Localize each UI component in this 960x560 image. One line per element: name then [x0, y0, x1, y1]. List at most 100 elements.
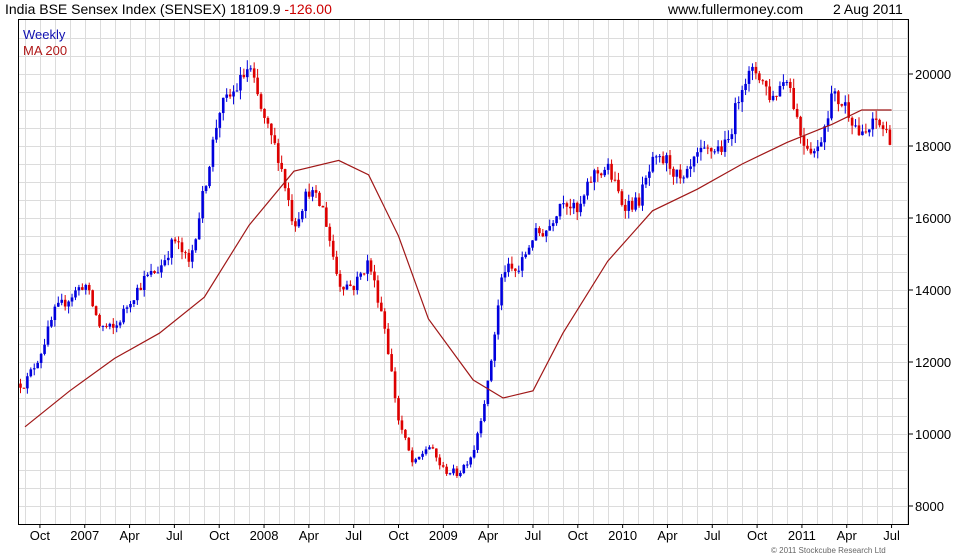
up-bar: [689, 166, 692, 169]
down-bar: [850, 117, 854, 126]
down-bar: [541, 233, 545, 237]
x-tick-label: 2007: [70, 528, 99, 543]
down-bar: [173, 239, 177, 242]
up-bar: [132, 300, 136, 304]
down-bar: [624, 204, 627, 211]
up-bar: [493, 334, 497, 361]
change-value: -126.00: [284, 1, 332, 17]
down-bar: [754, 66, 758, 74]
up-bar: [586, 181, 589, 196]
up-bar: [249, 68, 253, 70]
down-bar: [637, 197, 641, 206]
up-bar: [665, 155, 668, 164]
up-bar: [160, 265, 163, 273]
y-tick-label: 18000: [915, 139, 951, 154]
x-tick-label: 2011: [788, 528, 816, 543]
down-bar: [290, 199, 294, 222]
up-bar: [232, 91, 235, 97]
up-bar: [476, 433, 479, 450]
up-bar: [716, 146, 720, 152]
down-bar: [338, 273, 342, 287]
source-site: www.fullermoney.com: [668, 1, 804, 17]
up-bar: [462, 465, 466, 473]
y-tick-label: 16000: [915, 211, 951, 226]
up-bar: [503, 272, 507, 278]
up-bar: [211, 139, 215, 167]
down-bar: [888, 129, 892, 145]
down-bar: [98, 314, 101, 327]
down-bar: [672, 168, 675, 177]
up-bar: [627, 200, 631, 211]
up-bar: [67, 301, 70, 307]
up-bar: [696, 152, 699, 157]
up-bar: [713, 151, 716, 153]
y-axis: 8000 10000 12000 14000 16000 18000 20000: [908, 67, 951, 514]
down-bar: [610, 163, 613, 180]
up-bar: [527, 247, 531, 255]
down-bar: [565, 203, 569, 207]
down-bar: [242, 74, 246, 78]
down-bar: [314, 190, 318, 193]
down-bar: [397, 398, 400, 421]
down-bar: [775, 95, 778, 97]
up-bar: [345, 284, 349, 290]
up-bar: [534, 228, 538, 241]
down-bar: [878, 119, 881, 126]
down-bar: [455, 468, 459, 477]
x-tick-label: Apr: [299, 528, 320, 543]
down-bar: [410, 450, 414, 463]
up-bar: [703, 147, 706, 149]
up-bar: [816, 146, 820, 152]
down-bar: [19, 383, 22, 388]
down-bar: [270, 123, 273, 136]
grid-lines: [19, 20, 908, 524]
up-bar: [507, 263, 510, 273]
up-bar: [304, 191, 308, 212]
up-bar: [118, 322, 122, 326]
up-bar: [517, 270, 521, 272]
down-bar: [273, 135, 277, 144]
up-bar: [685, 168, 689, 178]
down-bar: [802, 135, 806, 146]
down-bar: [184, 252, 187, 254]
up-bar: [26, 376, 29, 389]
up-bar: [854, 125, 857, 127]
up-bar: [424, 449, 428, 454]
up-bar: [300, 211, 304, 220]
down-bar: [266, 117, 270, 124]
up-bar: [723, 139, 727, 152]
up-bar: [366, 260, 369, 274]
up-bar: [744, 83, 747, 91]
up-bar: [813, 151, 816, 154]
up-bar: [74, 290, 77, 298]
up-bar: [785, 81, 789, 83]
down-bar: [105, 325, 108, 327]
x-axis: Oct 2007 Apr Jul Oct 2008 Apr Jul Oct 2009 Apr Jul O…: [30, 524, 900, 543]
up-bar: [579, 203, 582, 213]
up-bar: [297, 219, 301, 227]
up-bar: [166, 257, 170, 261]
up-bar: [56, 302, 60, 307]
down-bar: [369, 260, 373, 272]
up-bar: [36, 362, 39, 369]
x-tick-label: Apr: [657, 528, 678, 543]
down-bar: [668, 155, 672, 169]
down-bar: [885, 129, 888, 131]
up-bar: [459, 472, 462, 477]
up-bar: [311, 190, 314, 197]
down-bar: [386, 328, 390, 355]
down-bar: [538, 228, 541, 234]
up-bar: [469, 457, 472, 465]
down-bar: [294, 221, 297, 227]
up-bar: [496, 305, 500, 335]
x-tick-label: Jul: [704, 528, 721, 543]
down-bar: [575, 202, 579, 213]
up-bar: [142, 275, 146, 290]
up-bar: [826, 118, 830, 127]
down-bar: [111, 323, 115, 328]
down-bar: [840, 104, 844, 106]
up-bar: [658, 156, 661, 158]
up-bar: [201, 191, 204, 219]
down-bar: [380, 302, 383, 312]
up-bar: [359, 273, 363, 277]
